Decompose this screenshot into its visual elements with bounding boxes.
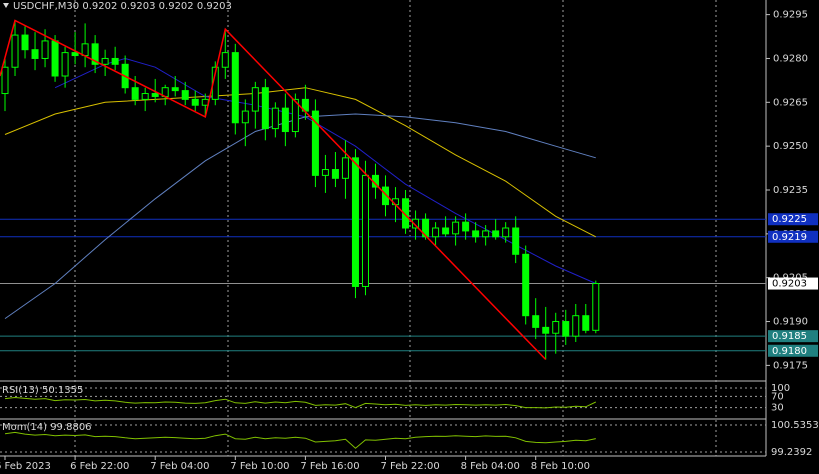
candle-body <box>311 110 319 176</box>
price-level-box <box>768 277 818 290</box>
chart-title: USDCHF,M30 0.9202 0.9203 0.9202 0.9203 <box>13 1 232 12</box>
candle-body <box>492 230 500 238</box>
y-tick-label: 0.9265 <box>773 97 808 108</box>
candle-body <box>111 57 119 65</box>
candle-body <box>321 169 329 176</box>
moving-average <box>4 113 596 320</box>
candle-body <box>11 34 19 68</box>
indicator-line <box>4 396 597 409</box>
candle-body <box>101 57 109 65</box>
moving-average <box>4 87 597 238</box>
candle-body <box>331 169 339 179</box>
price-level-box <box>768 344 818 357</box>
price-level-box <box>768 213 818 226</box>
indicator-title: RSI(13) 50.1355 <box>2 385 83 396</box>
candle-body <box>1 66 9 95</box>
menu-arrow <box>3 3 9 8</box>
candle-body <box>21 34 29 51</box>
indicator-tick-label: 30 <box>771 403 784 414</box>
indicator-line <box>4 431 596 449</box>
price-level-label: 0.9219 <box>772 232 807 243</box>
candle-body <box>512 227 520 255</box>
x-tick-label: 6 Feb 2023 <box>0 461 51 472</box>
candle-body <box>572 315 580 337</box>
candle-body <box>191 98 199 106</box>
price-level-box <box>768 230 818 243</box>
candle-body <box>91 43 99 65</box>
candle-body <box>141 93 149 100</box>
y-tick-label: 0.9280 <box>773 53 808 64</box>
candle-body <box>291 98 299 133</box>
candle-body <box>31 49 39 59</box>
candle-body <box>281 107 289 133</box>
candle-body <box>61 52 69 77</box>
x-tick-label: 7 Feb 10:00 <box>230 461 289 472</box>
candle-body <box>412 218 420 229</box>
candle-body <box>221 52 229 68</box>
frame <box>0 0 767 457</box>
candle-body <box>442 227 450 235</box>
candle-body <box>41 40 49 59</box>
x-tick-label: 7 Feb 22:00 <box>381 461 440 472</box>
candle-body <box>542 326 550 334</box>
y-tick-label: 0.9190 <box>773 317 808 328</box>
x-tick-label: 7 Feb 04:00 <box>150 461 209 472</box>
candle-body <box>381 186 390 206</box>
indicator-tick-label: 99.2392 <box>771 447 812 458</box>
candle-body <box>422 218 430 238</box>
candle-body <box>271 107 279 130</box>
candle-body <box>402 198 410 229</box>
zigzag <box>0 19 547 361</box>
candle-body <box>351 157 359 287</box>
candle-body <box>452 221 460 235</box>
candle-body <box>532 315 540 328</box>
candle-body <box>552 321 560 334</box>
candle-body <box>251 87 259 112</box>
candle-body <box>151 93 159 97</box>
candle-body <box>131 87 139 100</box>
candle-body <box>341 157 349 179</box>
indicator-tick-label: 100 <box>771 383 790 394</box>
candle-body <box>361 174 369 287</box>
candle-body <box>181 90 189 100</box>
x-tick-label: 6 Feb 22:00 <box>70 461 129 472</box>
vertical-grid <box>74 0 717 456</box>
y-tick-label: 0.9235 <box>773 185 808 196</box>
candle-body <box>472 230 480 238</box>
price-level-label: 0.9203 <box>772 279 807 290</box>
candle-body <box>482 230 490 238</box>
candle-body <box>582 315 590 331</box>
x-tick-label: 8 Feb 10:00 <box>531 461 590 472</box>
candle-body <box>231 52 239 124</box>
candle-body <box>241 110 249 124</box>
x-tick-label: 8 Feb 04:00 <box>461 461 520 472</box>
price-level-label: 0.9180 <box>772 346 807 357</box>
candle-body <box>522 253 530 317</box>
y-tick-label: 0.9295 <box>773 10 808 21</box>
candle-body <box>502 227 510 238</box>
price-level-box <box>768 330 818 343</box>
candle-body <box>592 283 600 331</box>
indicator-tick-label: 70 <box>771 391 784 402</box>
indicator-title: Mom(14) 99.8806 <box>2 422 92 433</box>
candle-body <box>432 227 440 238</box>
indicator-tick-label: 100.5353 <box>771 420 819 431</box>
y-tick-label: 0.9250 <box>773 141 808 152</box>
price-level-label: 0.9185 <box>772 331 807 342</box>
candle-body <box>51 40 59 77</box>
x-tick-label: 7 Feb 16:00 <box>300 461 359 472</box>
candle-body <box>171 87 179 92</box>
price-level-label: 0.9225 <box>772 214 807 225</box>
candle-body <box>462 221 470 232</box>
candle-body <box>71 52 79 57</box>
candle-body <box>201 98 209 106</box>
candle-body <box>261 87 269 130</box>
candle-body <box>81 43 89 57</box>
y-tick-label: 0.9175 <box>773 360 808 371</box>
candle-body <box>562 321 570 337</box>
